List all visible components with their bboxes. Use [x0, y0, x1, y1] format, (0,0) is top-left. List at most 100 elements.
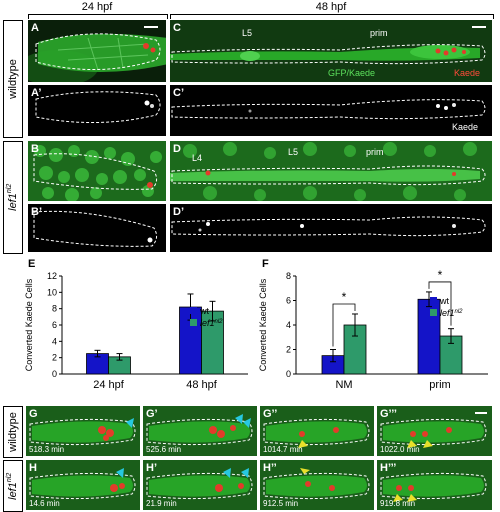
time-H-tprime: 919.8 min — [380, 499, 416, 508]
panel-letter-H-prime: H’ — [146, 462, 157, 474]
chart-E: 0 2 4 6 8 10 12 Converted Kaede Cells 24 hpf 48 h… — [24, 271, 248, 391]
lef1-bottom-italic: lef1 — [7, 481, 20, 500]
legend-label: wt — [439, 296, 449, 306]
cyan-arrow-H-prime-a — [223, 468, 231, 478]
significance-bracket — [332, 303, 356, 347]
panel-C-prime-image — [171, 99, 486, 120]
panel-H-prime: H’ 21.9 min — [143, 460, 257, 510]
y-tick-label: 6 — [52, 320, 57, 330]
panel-D-prime: D’ — [170, 204, 492, 252]
panel-letter-D: D — [173, 143, 181, 155]
panel-B-image — [28, 141, 166, 201]
scale-bar-C — [472, 26, 486, 28]
panel-letter-A: A — [31, 22, 39, 34]
significance-bracket — [428, 281, 452, 326]
panel-G-tprime: G’’’ 1022.0 min — [377, 406, 492, 456]
lef1-sup: nl2 — [6, 183, 14, 194]
panel-G-prime: G’ 525.6 min — [143, 406, 257, 456]
time-H-prime: 21.9 min — [146, 499, 177, 508]
panel-letter-D-prime: D’ — [173, 206, 184, 218]
row-label-wildtype: wildtype — [3, 20, 23, 138]
panel-letter-C: C — [173, 22, 181, 34]
legend-label: lef1nl2 — [440, 308, 463, 318]
panel-letter-H-dprime: H’’ — [263, 462, 277, 474]
legend-swatch — [190, 319, 197, 326]
yellow-arrow-H-tprime-b — [407, 494, 417, 502]
row-label-lef1-text: lef1nl2 — [7, 184, 20, 211]
lef1-bottom-sup: nl2 — [6, 472, 14, 482]
header-24hpf: 24 hpf — [81, 1, 113, 13]
panel-H-image — [26, 460, 140, 510]
row-label-wildtype-bottom-text: wildtype — [7, 412, 19, 452]
panel-B-prime: B’ — [28, 204, 166, 252]
legend-swatch — [190, 307, 197, 314]
panel-C-image — [170, 20, 492, 82]
row-label-lef1-bottom: lef1nl2 — [3, 460, 23, 512]
panel-D-image — [170, 141, 492, 201]
y-tick-label: 0 — [286, 369, 291, 379]
cyan-arrow-G-prime-a — [235, 414, 243, 424]
y-tick-label: 6 — [286, 296, 291, 306]
chart-letter-F: F — [262, 258, 269, 270]
panel-letter-G-dprime: G’’ — [263, 408, 278, 420]
legend-label: wt — [199, 306, 209, 316]
header-48hpf: 48 hpf — [315, 1, 347, 13]
time-G-prime: 525.6 min — [146, 445, 182, 454]
panel-A-image — [28, 26, 166, 82]
significance-star: * — [342, 290, 347, 304]
cyan-arrow-G — [126, 418, 134, 428]
chart-F: 0 2 4 6 8 Converted Kaede Cells NM prim * * wt lef1… — [258, 268, 488, 391]
time-H: 14.6 min — [29, 499, 60, 508]
header-48hpf-bracket — [170, 14, 494, 19]
label-C-kaede: Kaede — [454, 68, 481, 78]
panel-H-prime-image — [143, 460, 257, 510]
panel-H-dprime: H’’ 912.5 min — [260, 460, 374, 510]
panel-A-prime: A’ — [28, 85, 166, 136]
label-C-gfp: GFP/Kaede — [328, 68, 376, 78]
time-H-dprime: 912.5 min — [263, 499, 299, 508]
y-axis-label: Converted Kaede Cells — [258, 278, 268, 371]
row-label-lef1: lef1nl2 — [3, 141, 23, 254]
panel-A: A — [28, 20, 166, 82]
y-tick-label: 0 — [52, 369, 57, 379]
row-label-wildtype-text: wildtype — [7, 59, 19, 99]
cyan-arrow-H — [116, 468, 124, 478]
y-tick-label: 2 — [52, 353, 57, 363]
scale-bar-A — [144, 26, 158, 28]
category-label: prim — [429, 379, 450, 391]
panel-letter-G-prime: G’ — [146, 408, 158, 420]
yellow-arrow-G-tprime-a — [407, 440, 417, 448]
category-label: 48 hpf — [186, 379, 218, 391]
panel-letter-C-prime: C’ — [173, 87, 184, 99]
panel-H-dprime-image — [260, 460, 374, 510]
legend-swatch — [430, 297, 437, 304]
row-label-lef1-bottom-text: lef1nl2 — [7, 472, 20, 499]
panel-H-tprime-image — [377, 460, 492, 510]
y-tick-label: 2 — [286, 345, 291, 355]
panel-letter-G: G — [29, 408, 38, 420]
y-tick-label: 4 — [286, 320, 291, 330]
panel-C-prime: C’ Kaede — [170, 85, 492, 136]
panel-A-prime-image — [35, 91, 161, 123]
label-C-L5: L5 — [242, 28, 253, 38]
y-tick-label: 4 — [52, 336, 57, 346]
legend-swatch — [430, 309, 437, 316]
category-label: NM — [335, 379, 352, 391]
panel-G-image — [26, 406, 140, 456]
yellow-arrow-G-tprime-b — [423, 440, 433, 448]
cyan-arrow-G-prime-b — [243, 418, 251, 428]
panel-H-tprime: H’’’ 919.8 min — [377, 460, 492, 510]
time-G: 518.3 min — [29, 445, 65, 454]
scale-bar-G — [475, 412, 487, 414]
lef1-italic: lef1 — [7, 193, 20, 212]
panel-B: B — [28, 141, 166, 201]
panel-D-prime-image — [171, 216, 486, 237]
panel-letter-H-tprime: H’’’ — [380, 462, 397, 474]
panel-G-dprime: G’’ 1014.7 min — [260, 406, 374, 456]
y-tick-label: 8 — [286, 271, 291, 281]
yellow-arrow-H-dprime — [300, 468, 310, 474]
label-C-prime-kaede: Kaede — [452, 122, 479, 132]
label-D-L5: L5 — [288, 147, 299, 157]
y-tick-label: 10 — [47, 287, 57, 297]
time-G-tprime: 1022.0 min — [380, 445, 420, 454]
